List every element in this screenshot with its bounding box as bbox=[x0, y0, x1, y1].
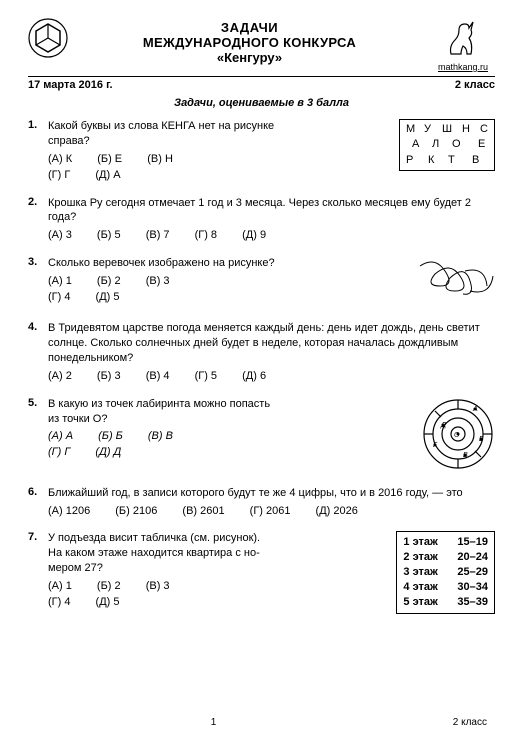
q4-d: (Г) 5 bbox=[195, 369, 217, 385]
title-line2: МЕЖДУНАРОДНОГО КОНКУРСА bbox=[68, 35, 431, 50]
title-line1: ЗАДАЧИ bbox=[68, 20, 431, 35]
ropes-icon bbox=[415, 256, 495, 306]
letterbox-icon: М У Ш Н С А Л О Е Р К Т В bbox=[399, 119, 495, 171]
q7-b: (Б) 2 bbox=[97, 579, 121, 595]
q3-a: (А) 1 bbox=[48, 274, 72, 290]
q1-c: (В) Н bbox=[147, 152, 173, 168]
q1-e: (Д) А bbox=[95, 168, 120, 184]
question-4: 4. В Тридевятом царстве погода меняется … bbox=[28, 321, 495, 384]
q4-text: В Тридевятом царстве погода меняется каж… bbox=[48, 321, 495, 366]
q2-c: (В) 7 bbox=[146, 228, 170, 244]
q1-d: (Г) Г bbox=[48, 168, 70, 184]
q1-a: (А) К bbox=[48, 152, 72, 168]
q3-answers: (А) 1 (Б) 2 (В) 3 (Г) 4 (Д) 5 bbox=[48, 274, 407, 306]
q6-text: Ближайший год, в записи которого будут т… bbox=[48, 486, 495, 501]
q5-a: (А) А bbox=[48, 429, 73, 445]
q5-image: О А Б В Г Д bbox=[421, 397, 495, 474]
footer: 1 2 класс bbox=[0, 717, 523, 728]
q1-image: М У Ш Н С А Л О Е Р К Т В bbox=[399, 119, 495, 184]
section-title: Задачи, оцениваемые в 3 балла bbox=[28, 97, 495, 109]
q5-c: (В) В bbox=[148, 429, 173, 445]
page-number: 1 bbox=[0, 717, 427, 728]
q6-b: (Б) 2106 bbox=[115, 504, 157, 520]
question-5: 5. В какую из точек лабиринта можно попа… bbox=[28, 397, 495, 474]
kangaroo-icon bbox=[443, 18, 483, 58]
q7-num: 7. bbox=[28, 531, 48, 613]
hexagon-logo-icon bbox=[28, 18, 68, 58]
q6-e: (Д) 2026 bbox=[316, 504, 358, 520]
site-link[interactable]: mathkang.ru bbox=[431, 62, 495, 72]
meta-row: 17 марта 2016 г. 2 класс bbox=[28, 79, 495, 91]
q7-c: (В) 3 bbox=[146, 579, 170, 595]
q1-b: (Б) Е bbox=[97, 152, 122, 168]
q5-num: 5. bbox=[28, 397, 48, 474]
q2-d: (Г) 8 bbox=[195, 228, 217, 244]
q4-num: 4. bbox=[28, 321, 48, 384]
q4-a: (А) 2 bbox=[48, 369, 72, 385]
q7-a: (А) 1 bbox=[48, 579, 72, 595]
q7-image: 1 этаж15–19 2 этаж20–24 3 этаж25–29 4 эт… bbox=[396, 531, 495, 613]
grade-text: 2 класс bbox=[455, 79, 495, 91]
q4-answers: (А) 2 (Б) 3 (В) 4 (Г) 5 (Д) 6 bbox=[48, 369, 495, 385]
q2-answers: (А) 3 (Б) 5 (В) 7 (Г) 8 (Д) 9 bbox=[48, 228, 495, 244]
q5-d: (Г) Г bbox=[48, 445, 70, 461]
q3-c: (В) 3 bbox=[146, 274, 170, 290]
q3-b: (Б) 2 bbox=[97, 274, 121, 290]
maze-icon: О А Б В Г Д bbox=[421, 397, 495, 471]
q5-b: (Б) Б bbox=[98, 429, 123, 445]
q5-text: В какую из точек лабиринта можно попасть… bbox=[48, 397, 413, 427]
question-3: 3. Сколько веревочек изображено на рисун… bbox=[28, 256, 495, 309]
question-1: 1. Какой буквы из слова КЕНГА нет на рис… bbox=[28, 119, 495, 184]
q6-d: (Г) 2061 bbox=[250, 504, 291, 520]
floors-table: 1 этаж15–19 2 этаж20–24 3 этаж25–29 4 эт… bbox=[396, 531, 495, 613]
q2-e: (Д) 9 bbox=[242, 228, 266, 244]
q4-e: (Д) 6 bbox=[242, 369, 266, 385]
q5-answers: (А) А (Б) Б (В) В (Г) Г (Д) Д bbox=[48, 429, 413, 461]
q6-a: (А) 1206 bbox=[48, 504, 90, 520]
q1-num: 1. bbox=[28, 119, 48, 184]
q3-d: (Г) 4 bbox=[48, 290, 70, 306]
q4-c: (В) 4 bbox=[146, 369, 170, 385]
header: ЗАДАЧИ МЕЖДУНАРОДНОГО КОНКУРСА «Кенгуру»… bbox=[28, 18, 495, 72]
question-2: 2. Крошка Ру сегодня отмечает 1 год и 3 … bbox=[28, 196, 495, 245]
q1-text: Какой буквы из слова КЕНГА нет на рисунк… bbox=[48, 119, 391, 149]
q3-image bbox=[415, 256, 495, 309]
date-text: 17 марта 2016 г. bbox=[28, 79, 113, 91]
q7-d: (Г) 4 bbox=[48, 595, 70, 611]
q6-answers: (А) 1206 (Б) 2106 (В) 2601 (Г) 2061 (Д) … bbox=[48, 504, 495, 520]
question-6: 6. Ближайший год, в записи которого буду… bbox=[28, 486, 495, 520]
logo-right: mathkang.ru bbox=[431, 18, 495, 72]
divider bbox=[28, 76, 495, 77]
q6-num: 6. bbox=[28, 486, 48, 520]
q2-a: (А) 3 bbox=[48, 228, 72, 244]
q7-answers: (А) 1 (Б) 2 (В) 3 (Г) 4 (Д) 5 bbox=[48, 579, 388, 611]
q5-e: (Д) Д bbox=[95, 445, 121, 461]
q1-answers: (А) К (Б) Е (В) Н (Г) Г (Д) А bbox=[48, 152, 391, 184]
q2-b: (Б) 5 bbox=[97, 228, 121, 244]
q3-e: (Д) 5 bbox=[96, 290, 120, 306]
title-line3: «Кенгуру» bbox=[68, 50, 431, 65]
q2-num: 2. bbox=[28, 196, 48, 245]
q3-text: Сколько веревочек изображено на рисунке? bbox=[48, 256, 407, 271]
q7-e: (Д) 5 bbox=[96, 595, 120, 611]
q3-num: 3. bbox=[28, 256, 48, 309]
q7-text: У подъезда висит табличка (см. рисунок).… bbox=[48, 531, 388, 576]
logo-left bbox=[28, 18, 68, 61]
q2-text: Крошка Ру сегодня отмечает 1 год и 3 мес… bbox=[48, 196, 495, 226]
title-block: ЗАДАЧИ МЕЖДУНАРОДНОГО КОНКУРСА «Кенгуру» bbox=[68, 18, 431, 65]
q4-b: (Б) 3 bbox=[97, 369, 121, 385]
footer-grade: 2 класс bbox=[427, 717, 487, 728]
q6-c: (В) 2601 bbox=[182, 504, 224, 520]
question-7: 7. У подъезда висит табличка (см. рисуно… bbox=[28, 531, 495, 613]
